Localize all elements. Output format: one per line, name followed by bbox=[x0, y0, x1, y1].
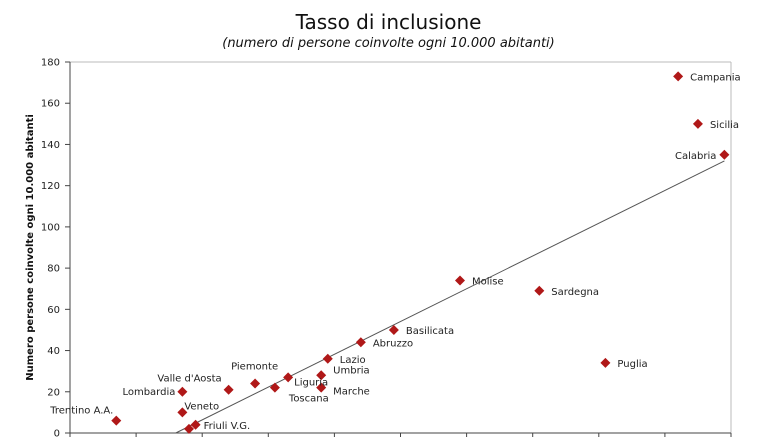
point-label: Sicilia bbox=[710, 120, 739, 131]
point-label: Abruzzo bbox=[373, 338, 413, 349]
y-tick-label: 40 bbox=[47, 346, 60, 357]
point-label: Valle d'Aosta bbox=[157, 374, 221, 385]
point-label: Calabria bbox=[675, 151, 716, 162]
data-point bbox=[111, 415, 122, 426]
y-tick-label: 60 bbox=[47, 305, 60, 316]
data-point bbox=[355, 337, 366, 348]
point-label: Basilicata bbox=[406, 326, 454, 337]
data-point bbox=[316, 382, 327, 393]
y-tick-label: 20 bbox=[47, 387, 60, 398]
point-label: Sardegna bbox=[551, 287, 599, 298]
data-point bbox=[388, 324, 399, 335]
data-point bbox=[250, 378, 261, 389]
data-point bbox=[316, 370, 327, 381]
data-point bbox=[269, 382, 280, 393]
data-point bbox=[177, 407, 188, 418]
data-point bbox=[283, 372, 294, 383]
data-point bbox=[177, 386, 188, 397]
data-point bbox=[534, 285, 545, 296]
point-label: Puglia bbox=[617, 359, 647, 370]
data-point bbox=[719, 149, 730, 160]
point-label: Veneto bbox=[184, 401, 219, 412]
y-tick-label: 80 bbox=[47, 264, 60, 275]
data-point bbox=[223, 384, 234, 395]
y-tick-label: 0 bbox=[54, 429, 60, 437]
point-label: Campania bbox=[690, 72, 741, 83]
point-label: Umbria bbox=[333, 365, 369, 376]
y-tick-label: 100 bbox=[41, 222, 60, 233]
point-label: Piemonte bbox=[231, 362, 278, 373]
chart-subtitle: (numero di persone coinvolte ogni 10.000… bbox=[222, 36, 555, 51]
y-tick-label: 140 bbox=[41, 140, 60, 151]
y-tick-label: 160 bbox=[41, 99, 60, 110]
point-label: Toscana bbox=[288, 394, 329, 405]
data-point bbox=[183, 423, 194, 434]
data-point bbox=[673, 71, 684, 82]
y-axis-label: Numero persone coinvolte ogni 10.000 abi… bbox=[25, 114, 36, 381]
data-point bbox=[190, 419, 201, 430]
point-label: Molise bbox=[472, 276, 504, 287]
chart-title: Tasso di inclusione bbox=[295, 10, 482, 34]
point-label: Trentino A.A. bbox=[49, 406, 113, 417]
point-label: Marche bbox=[333, 387, 370, 398]
data-point bbox=[692, 118, 703, 129]
data-point bbox=[322, 353, 333, 364]
point-label: Lombardia bbox=[122, 387, 175, 398]
point-label: Friuli V.G. bbox=[204, 421, 251, 432]
y-tick-label: 180 bbox=[41, 58, 60, 69]
data-point bbox=[600, 357, 611, 368]
data-point bbox=[454, 275, 465, 286]
trendline bbox=[175, 160, 725, 434]
point-label: Lazio bbox=[340, 355, 366, 366]
point-label: Liguria bbox=[294, 377, 328, 388]
y-tick-label: 120 bbox=[41, 181, 60, 192]
